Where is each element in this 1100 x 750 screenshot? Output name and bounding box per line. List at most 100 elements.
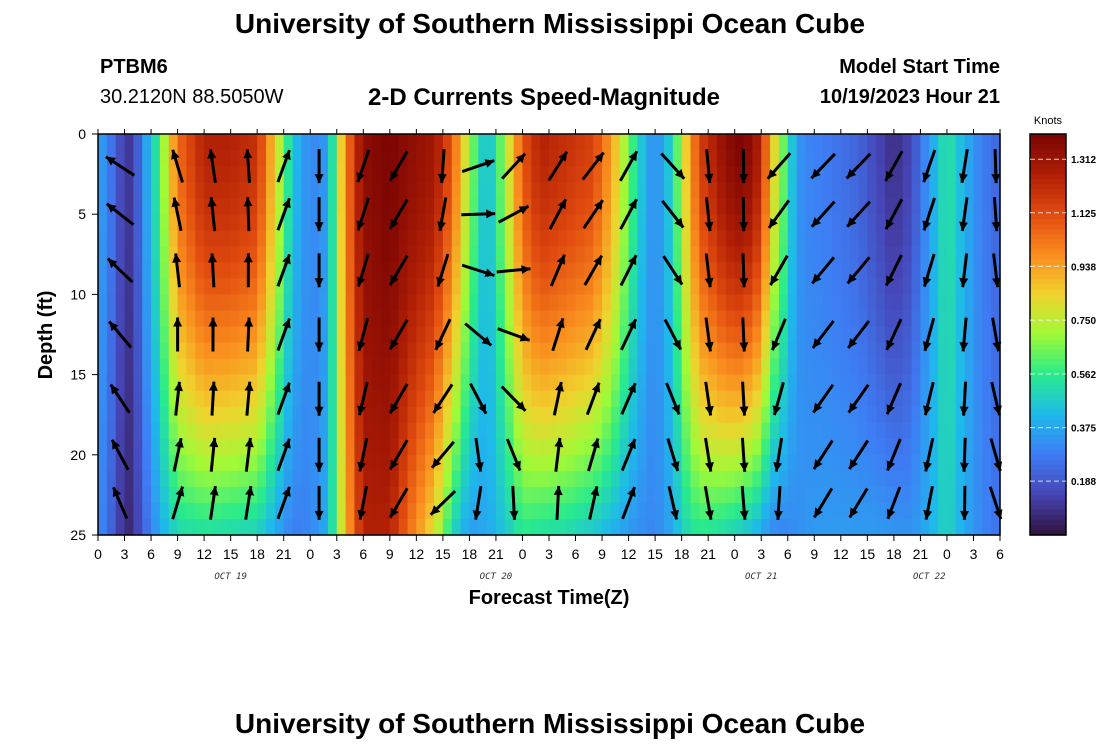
heatmap-cell	[372, 134, 382, 151]
heatmap-cell	[778, 310, 789, 328]
heatmap-cell	[292, 166, 302, 183]
heatmap-cell	[593, 518, 603, 536]
heatmap-cell	[487, 134, 497, 151]
heatmap-cell	[434, 358, 444, 376]
heatmap-cell	[336, 166, 347, 183]
heatmap-cell	[177, 518, 188, 536]
heatmap-cell	[336, 230, 347, 247]
heatmap-cell	[717, 214, 727, 231]
heatmap-cell	[301, 262, 311, 279]
heatmap-cell	[380, 470, 391, 488]
heatmap-cell	[690, 198, 700, 215]
vector-arrow-head	[628, 151, 637, 162]
heatmap-cell	[283, 326, 294, 344]
heatmap-cell	[204, 246, 214, 263]
heatmap-cell	[982, 310, 992, 328]
date-label: OCT 19	[214, 572, 247, 582]
heatmap-cell	[849, 358, 860, 376]
heatmap-cell	[761, 406, 771, 424]
heatmap-cell	[840, 486, 851, 504]
heatmap-cell	[938, 326, 948, 344]
heatmap-cell	[186, 198, 196, 215]
heatmap-cell	[964, 438, 975, 456]
heatmap-cell	[513, 134, 524, 151]
heatmap-cell	[637, 198, 647, 215]
heatmap-cell	[699, 374, 709, 392]
heatmap-cell	[867, 310, 877, 328]
heatmap-cell	[257, 406, 267, 424]
heatmap-cell	[637, 214, 647, 231]
heatmap-cell	[230, 422, 241, 440]
heatmap-cell	[805, 214, 815, 231]
x-tick-label: 15	[435, 546, 451, 562]
heatmap-cell	[708, 486, 718, 504]
vector-arrow-head	[436, 276, 445, 287]
heatmap-cell	[964, 518, 975, 536]
heatmap-cell	[151, 518, 161, 536]
y-axis-title: Depth (ft)	[35, 291, 57, 380]
heatmap-cell	[946, 486, 957, 504]
heatmap-cell	[991, 182, 1001, 199]
heatmap-cell	[151, 326, 161, 344]
heatmap-cell	[831, 246, 842, 263]
heatmap-cell	[929, 166, 939, 183]
heatmap-cell	[540, 150, 550, 167]
heatmap-cell	[708, 230, 718, 247]
heatmap-cell	[681, 182, 692, 199]
heatmap-cell	[619, 358, 630, 376]
heatmap-cell	[380, 230, 391, 247]
heatmap-cell	[946, 134, 957, 151]
heatmap-cell	[610, 342, 621, 360]
heatmap-cell	[363, 166, 373, 183]
heatmap-cell	[283, 422, 294, 440]
heatmap-cell	[221, 262, 232, 279]
heatmap-cell	[849, 278, 860, 295]
heatmap-cell	[831, 454, 842, 472]
heatmap-cell	[487, 390, 497, 408]
heatmap-cell	[946, 374, 957, 392]
heatmap-cell	[973, 390, 983, 408]
heatmap-cell	[301, 294, 311, 312]
heatmap-cell	[610, 486, 621, 504]
heatmap-cell	[575, 182, 585, 199]
vector-arrow-head	[207, 149, 217, 159]
vector-arrow-head	[518, 206, 529, 215]
heatmap-cell	[478, 326, 488, 344]
heatmap-cell	[186, 134, 196, 151]
heatmap-cell	[354, 198, 364, 215]
heatmap-cell	[159, 134, 170, 151]
heatmap-cell	[451, 358, 462, 376]
colorbar-band	[1030, 444, 1066, 451]
heatmap-cell	[221, 182, 232, 199]
vector-arrow-head	[673, 274, 683, 285]
heatmap-cell	[372, 502, 382, 520]
heatmap-cell	[327, 454, 338, 472]
heatmap-cell	[858, 230, 868, 247]
heatmap-cell	[991, 470, 1001, 488]
heatmap-cell	[133, 134, 143, 151]
heatmap-cell	[849, 198, 860, 215]
heatmap-cell	[336, 326, 347, 344]
heatmap-cell	[106, 278, 117, 295]
heatmap-cell	[770, 134, 780, 151]
heatmap-cell	[823, 502, 833, 520]
heatmap-cell	[345, 454, 356, 472]
x-tick-label: 9	[174, 546, 182, 562]
heatmap-cell	[911, 518, 922, 536]
heatmap-cell	[725, 454, 736, 472]
y-tick-label: 15	[70, 367, 86, 383]
heatmap-cell	[319, 438, 329, 456]
heatmap-cell	[911, 262, 922, 279]
heatmap-cell	[699, 406, 709, 424]
heatmap-cell	[495, 438, 506, 456]
heatmap-cell	[177, 422, 188, 440]
heatmap-cell	[628, 470, 639, 488]
heatmap-cell	[681, 454, 692, 472]
heatmap-cell	[761, 214, 771, 231]
heatmap-cell	[690, 406, 700, 424]
heatmap-cell	[964, 502, 975, 520]
heatmap-cell	[584, 230, 594, 247]
heatmap-cell	[549, 518, 559, 536]
heatmap-cell	[398, 422, 409, 440]
heatmap-cell	[292, 486, 302, 504]
